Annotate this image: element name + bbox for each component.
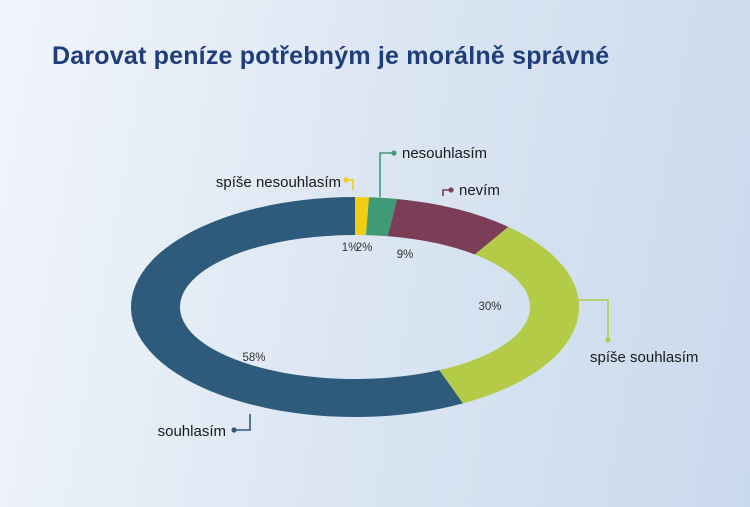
category-label-nevim: nevím bbox=[459, 182, 500, 199]
chart-title: Darovat peníze potřebným je morálně sprá… bbox=[52, 42, 610, 70]
slice-spise-souhlasim bbox=[439, 226, 579, 404]
leader-line-souhlasim bbox=[234, 414, 251, 431]
leader-dot-nevim bbox=[448, 187, 454, 193]
slice-spise-nesouhlasim bbox=[355, 197, 370, 236]
leader-dot-nesouhlasim bbox=[391, 150, 397, 156]
slice-nevim bbox=[387, 198, 509, 255]
leader-dot-souhlasim bbox=[231, 427, 237, 433]
value-label-nevim: 9% bbox=[397, 249, 414, 261]
slice-souhlasim bbox=[130, 197, 463, 417]
labels: spíše nesouhlasím 1% nesouhlasím 2% nevím 9% s… bbox=[158, 145, 699, 440]
category-label-souhlasim: souhlasím bbox=[158, 423, 226, 440]
value-label-spise-souhlasim: 30% bbox=[478, 301, 501, 313]
slices bbox=[130, 197, 579, 417]
leader-line-spise-souhlasim bbox=[578, 299, 609, 340]
leader-line-nevim bbox=[442, 189, 451, 196]
value-label-souhlasim: 58% bbox=[242, 352, 265, 364]
leader-lines bbox=[231, 150, 611, 433]
category-label-nesouhlasim: nesouhlasím bbox=[402, 145, 487, 162]
category-label-spise-nesouhlasim: spíše nesouhlasím bbox=[216, 174, 341, 191]
leader-dot-spise-souhlasim bbox=[605, 337, 611, 343]
value-label-spise-nesouhlasim: 1% bbox=[342, 242, 359, 254]
leader-dot-spise-nesouhlasim bbox=[343, 177, 349, 183]
slice-nesouhlasim bbox=[365, 197, 397, 237]
value-label-nesouhlasim: 2% bbox=[356, 242, 373, 254]
leader-line-nesouhlasim bbox=[379, 152, 394, 197]
category-label-spise-souhlasim: spíše souhlasím bbox=[590, 349, 698, 366]
